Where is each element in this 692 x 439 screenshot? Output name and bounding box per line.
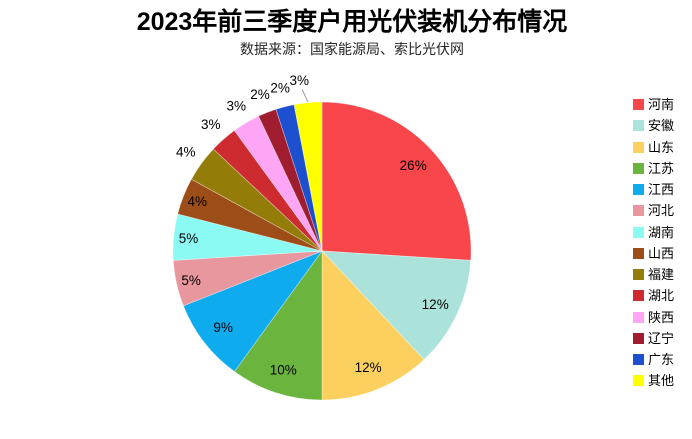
legend-item-其他: 其他 bbox=[633, 370, 674, 391]
pie-slice-12-辽宁 bbox=[258, 108, 323, 252]
legend-swatch bbox=[633, 290, 644, 302]
legend-item-广东: 广东 bbox=[633, 349, 674, 370]
chart-title: 2023年前三季度户用光伏装机分布情况 bbox=[136, 8, 568, 36]
slice-label-福建: 4% bbox=[176, 145, 196, 160]
legend-item-山东: 山东 bbox=[633, 137, 674, 158]
legend-item-河南: 河南 bbox=[633, 94, 674, 115]
legend-label: 河南 bbox=[648, 97, 675, 113]
slice-label-江西: 9% bbox=[213, 320, 233, 335]
pie-slice-10-湖北 bbox=[212, 129, 323, 252]
slice-label-河北: 5% bbox=[181, 273, 201, 288]
pie-slice-2-安徽 bbox=[321, 250, 472, 361]
legend-item-江苏: 江苏 bbox=[633, 158, 674, 179]
legend-label: 其他 bbox=[648, 373, 675, 389]
legend-label: 安徽 bbox=[648, 118, 675, 134]
slice-label-陕西: 3% bbox=[227, 99, 247, 114]
legend-item-湖北: 湖北 bbox=[633, 285, 674, 306]
legend-label: 陕西 bbox=[648, 309, 675, 325]
pie-slice-5-江西 bbox=[183, 250, 323, 373]
slice-label-山西: 4% bbox=[188, 194, 208, 209]
slice-label-湖南: 5% bbox=[179, 231, 199, 246]
legend-swatch bbox=[633, 99, 644, 111]
legend-swatch bbox=[633, 269, 644, 281]
legend-label: 辽宁 bbox=[648, 330, 675, 346]
legend-swatch bbox=[633, 184, 644, 196]
slice-label-其他: 3% bbox=[289, 73, 309, 88]
legend-item-江西: 江西 bbox=[633, 179, 674, 200]
legend-label: 山西 bbox=[648, 245, 675, 261]
slice-label-湖北: 3% bbox=[201, 117, 221, 132]
legend-item-湖南: 湖南 bbox=[633, 222, 674, 243]
label-leader-line bbox=[301, 89, 309, 103]
legend-label: 广东 bbox=[648, 352, 675, 368]
legend-label: 河北 bbox=[648, 203, 675, 219]
pie-slice-8-山西 bbox=[177, 178, 323, 252]
legend-swatch bbox=[633, 226, 644, 238]
legend-item-山西: 山西 bbox=[633, 243, 674, 264]
legend-label: 福建 bbox=[648, 267, 675, 283]
legend-swatch bbox=[633, 205, 644, 217]
pie-slice-1-河南 bbox=[321, 101, 472, 261]
pie-slice-11-陕西 bbox=[233, 115, 323, 252]
pie-slice-6-河北 bbox=[172, 250, 323, 307]
legend-label: 江西 bbox=[648, 182, 675, 198]
legend: 河南安徽山东江苏江西河北湖南山西福建湖北陕西辽宁广东其他 bbox=[633, 94, 674, 392]
legend-label: 湖南 bbox=[648, 224, 675, 240]
legend-label: 江苏 bbox=[648, 160, 675, 176]
legend-label: 湖北 bbox=[648, 288, 675, 304]
pie-slice-7-湖南 bbox=[172, 213, 323, 261]
legend-swatch bbox=[633, 354, 644, 366]
pie-slice-4-江苏 bbox=[233, 249, 323, 401]
legend-item-安徽: 安徽 bbox=[633, 115, 674, 136]
legend-item-河北: 河北 bbox=[633, 200, 674, 221]
legend-swatch bbox=[633, 120, 644, 132]
slice-label-山东: 12% bbox=[355, 360, 382, 375]
legend-item-福建: 福建 bbox=[633, 264, 674, 285]
legend-swatch bbox=[633, 247, 644, 259]
legend-swatch bbox=[633, 141, 644, 153]
legend-swatch bbox=[633, 332, 644, 344]
slice-label-安徽: 12% bbox=[422, 297, 449, 312]
legend-label: 山东 bbox=[648, 139, 675, 155]
slice-label-辽宁: 2% bbox=[250, 87, 270, 102]
slice-label-广东: 2% bbox=[270, 80, 290, 95]
legend-item-辽宁: 辽宁 bbox=[633, 328, 674, 349]
legend-swatch bbox=[633, 375, 644, 387]
pie-slice-9-福建 bbox=[190, 148, 323, 252]
pie-slice-14-其他 bbox=[293, 101, 323, 252]
pie-slice-3-山东 bbox=[321, 250, 425, 401]
slice-label-江苏: 10% bbox=[270, 363, 297, 378]
legend-item-陕西: 陕西 bbox=[633, 307, 674, 328]
legend-swatch bbox=[633, 311, 644, 323]
slice-label-河南: 26% bbox=[400, 158, 427, 173]
pie-slice-13-广东 bbox=[275, 104, 323, 252]
chart-subtitle: 数据来源：国家能源局、索比光伏网 bbox=[240, 41, 464, 57]
legend-swatch bbox=[633, 162, 644, 174]
